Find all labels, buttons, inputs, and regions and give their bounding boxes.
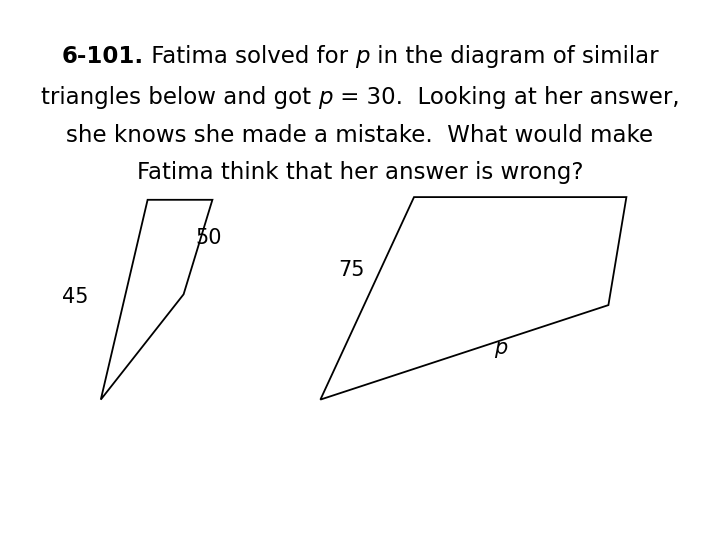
Text: p: p [494,338,507,359]
Text: Fatima solved for: Fatima solved for [144,45,355,68]
Text: p: p [355,45,369,68]
Text: 45: 45 [63,287,89,307]
Text: p: p [318,86,333,109]
Text: she knows she made a mistake.  What would make: she knows she made a mistake. What would… [66,124,654,146]
Text: in the diagram of similar: in the diagram of similar [369,45,658,68]
Text: = 30.  Looking at her answer,: = 30. Looking at her answer, [333,86,679,109]
Text: 50: 50 [196,227,222,248]
Text: Fatima think that her answer is wrong?: Fatima think that her answer is wrong? [137,161,583,184]
Text: triangles below and got: triangles below and got [41,86,318,109]
Text: 75: 75 [338,260,364,280]
Text: 6-101.: 6-101. [62,45,144,68]
